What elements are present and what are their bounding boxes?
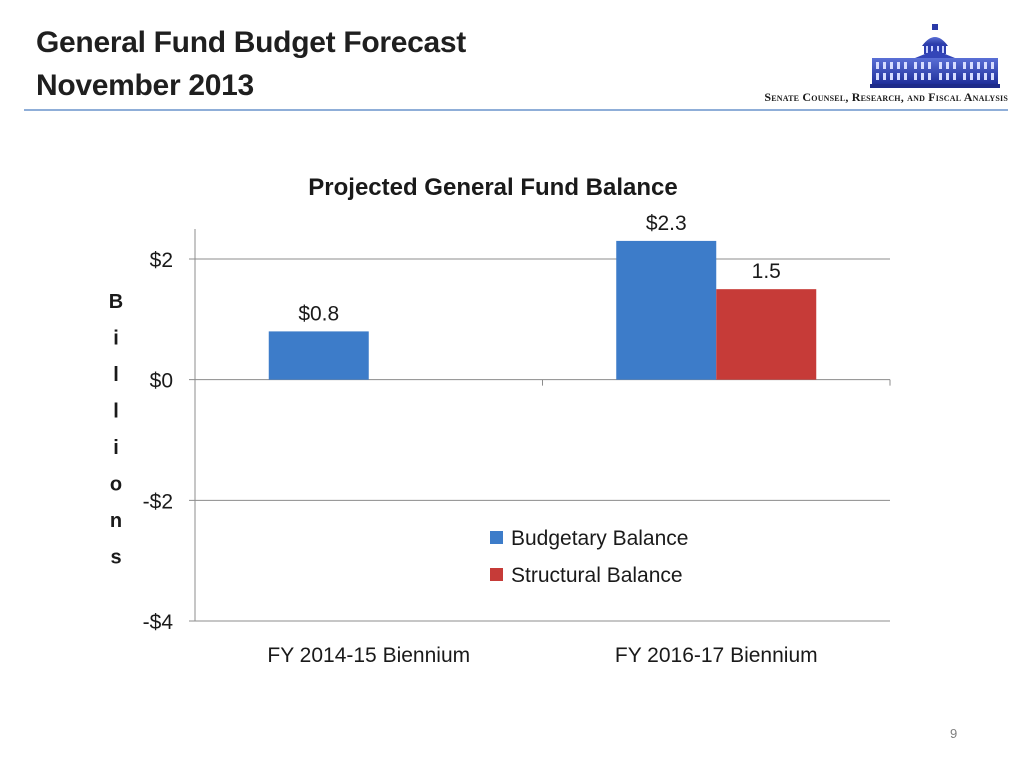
y-tick-label: -$2 bbox=[143, 490, 173, 513]
bar bbox=[716, 289, 817, 380]
data-label: 1.5 bbox=[752, 260, 781, 283]
y-tick-label: $0 bbox=[150, 370, 173, 393]
data-label: $2.3 bbox=[646, 212, 687, 235]
legend-swatch bbox=[490, 568, 503, 581]
y-label-letter: o bbox=[110, 474, 122, 496]
page-number: 9 bbox=[950, 726, 958, 741]
y-tick-label: -$4 bbox=[143, 611, 174, 634]
y-tick-label: $2 bbox=[150, 249, 173, 272]
capitol-building-icon bbox=[870, 24, 1000, 88]
title-line-1: General Fund Budget Forecast bbox=[36, 26, 466, 59]
legend-swatch bbox=[490, 531, 503, 544]
y-label-letter: i bbox=[113, 437, 119, 459]
bars-layer bbox=[268, 240, 817, 380]
y-label-letter: l bbox=[113, 364, 119, 386]
legend: Budgetary Balance Structural Balance bbox=[490, 527, 688, 587]
header-divider bbox=[24, 109, 1008, 111]
labels-layer: $2 $0 -$2 -$4 $0.8 FY 2014-15 Biennium $2.3 1.5… bbox=[143, 212, 818, 667]
x-tick-label: FY 2016-17 Biennium bbox=[615, 644, 818, 667]
organization-name: Senate Counsel, Research, and Fiscal Ana… bbox=[764, 90, 1008, 104]
y-label-letter: l bbox=[113, 401, 119, 423]
legend-label: Budgetary Balance bbox=[511, 527, 688, 550]
x-tick-label: FY 2014-15 Biennium bbox=[267, 644, 470, 667]
data-label: $0.8 bbox=[298, 302, 339, 325]
title-line-2: November 2013 bbox=[36, 69, 254, 102]
y-label-letter: B bbox=[109, 291, 123, 313]
y-label-letter: i bbox=[113, 328, 119, 350]
grid-layer bbox=[189, 229, 891, 622]
chart-title: Projected General Fund Balance bbox=[308, 174, 677, 201]
legend-label: Structural Balance bbox=[511, 564, 683, 587]
bar bbox=[616, 240, 717, 380]
y-label-letter: n bbox=[110, 510, 122, 532]
bar bbox=[268, 331, 369, 380]
y-label-letter: s bbox=[110, 547, 121, 569]
